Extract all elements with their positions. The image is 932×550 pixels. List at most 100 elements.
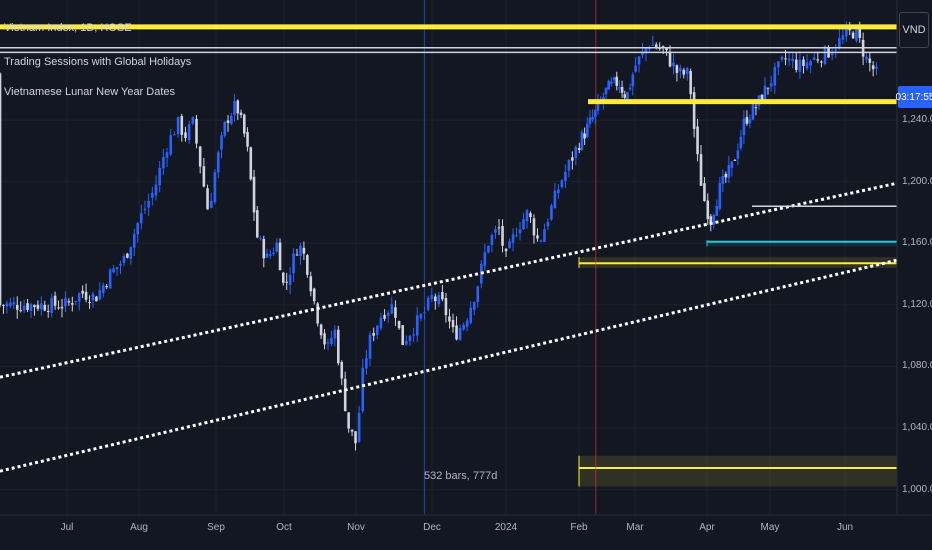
candle-body-80 [275, 242, 279, 252]
candle-body-221 [745, 117, 749, 124]
candle-body-34 [115, 267, 119, 270]
chart-zones [578, 240, 897, 487]
candle-body-193 [654, 44, 658, 49]
candle-body-207 [703, 183, 706, 202]
candle-body-241 [812, 57, 816, 60]
indicator-legend-holidays[interactable]: Trading Sessions with Global Holidays [4, 56, 192, 68]
candle-body-103 [354, 431, 357, 444]
candle-body-95 [326, 342, 330, 344]
candle-body-109 [375, 325, 379, 335]
candle-body-4 [12, 302, 16, 305]
candle-body-91 [312, 288, 316, 302]
candle-body-185 [628, 87, 632, 90]
candle-body-166 [577, 148, 581, 151]
candle-body-157 [546, 221, 550, 227]
candle-body-231 [777, 61, 780, 68]
candle-body-236 [794, 59, 798, 70]
candle-body-171 [591, 117, 594, 120]
zone-1 [707, 240, 897, 247]
candle-body-214 [724, 173, 728, 178]
candle-body-184 [626, 92, 629, 100]
candle-body-226 [760, 94, 764, 102]
candle-body-111 [383, 314, 386, 319]
price-tick-label: 1,240.00 [902, 114, 932, 126]
candle-body-223 [751, 104, 755, 120]
candle-body-20 [67, 301, 71, 303]
candle-body-170 [588, 117, 592, 124]
candle-body-115 [397, 320, 401, 329]
candle-body-147 [511, 234, 515, 243]
candle-body-169 [585, 123, 589, 137]
candle-body-99 [340, 362, 344, 379]
candle-body-148 [515, 235, 518, 237]
indicator-legend-lunar-new-year[interactable]: Vietnamese Lunar New Year Dates [4, 86, 176, 98]
candle-body-228 [766, 87, 770, 89]
candle-body-135 [469, 307, 472, 323]
candle-body-44 [151, 192, 154, 198]
candle-body-256 [865, 56, 868, 60]
candle-body-65 [226, 120, 230, 123]
candle-body-13 [43, 304, 47, 311]
candle-body-112 [386, 312, 390, 317]
candle-body-259 [875, 66, 878, 69]
candle-body-107 [368, 334, 372, 359]
candle-body-204 [692, 92, 696, 129]
candle-body-83 [285, 281, 288, 283]
candle-body-17 [57, 307, 60, 309]
candle-body-186 [631, 74, 635, 87]
candle-body-139 [483, 252, 487, 266]
candle-body-127 [441, 291, 444, 300]
candle-body-244 [823, 46, 827, 64]
candle-body-219 [739, 136, 743, 149]
candle-body-82 [281, 272, 285, 283]
candle-body-155 [539, 240, 543, 242]
currency-button[interactable]: VND [899, 12, 929, 48]
candle-body-104 [357, 412, 361, 443]
candle-body-10 [33, 305, 36, 308]
candle-body-175 [602, 96, 605, 101]
candle-body-48 [165, 152, 169, 158]
candle-body-86 [295, 254, 299, 256]
candle-body-213 [721, 176, 725, 184]
candle-body-232 [780, 56, 784, 60]
candle-body-92 [316, 303, 319, 324]
candle-body-132 [458, 327, 462, 340]
price-tick-label: 1,160.00 [902, 237, 932, 249]
candle-body-159 [553, 190, 557, 209]
zone-2 [579, 455, 897, 487]
candle-body-58 [202, 166, 206, 187]
candle-body-0 [0, 73, 2, 305]
trendline-1 [0, 258, 898, 473]
candle-body-205 [696, 126, 699, 155]
candle-body-78 [268, 254, 272, 256]
symbol-legend[interactable]: Vietnam Index, 1D, HOSE [4, 22, 132, 34]
candle-body-253 [855, 27, 858, 41]
candle-body-12 [40, 303, 43, 310]
candle-body-210 [712, 214, 716, 225]
candle-body-42 [143, 208, 147, 211]
candle-body-7 [22, 306, 26, 311]
candle-body-62 [216, 152, 220, 173]
candle-body-108 [372, 332, 375, 336]
candle-body-179 [612, 77, 616, 81]
candle-body-128 [444, 298, 448, 316]
candle-body-98 [337, 329, 340, 364]
candle-body-133 [462, 324, 465, 330]
candle-body-249 [841, 35, 845, 40]
candle-body-100 [343, 378, 347, 411]
candle-body-145 [504, 248, 508, 252]
candle-body-167 [580, 132, 584, 150]
candle-body-77 [265, 253, 269, 258]
candle-body-187 [634, 65, 637, 72]
candle-body-56 [195, 118, 198, 144]
candle-body-215 [727, 164, 731, 178]
candle-body-121 [419, 314, 423, 319]
candle-body-131 [455, 325, 458, 340]
candle-body-68 [236, 100, 240, 114]
chart-horizontal-lines [0, 24, 897, 208]
candle-body-197 [668, 51, 672, 67]
candle-body-181 [618, 87, 621, 89]
candle-body-33 [112, 268, 115, 273]
candle-body-15 [50, 297, 53, 313]
